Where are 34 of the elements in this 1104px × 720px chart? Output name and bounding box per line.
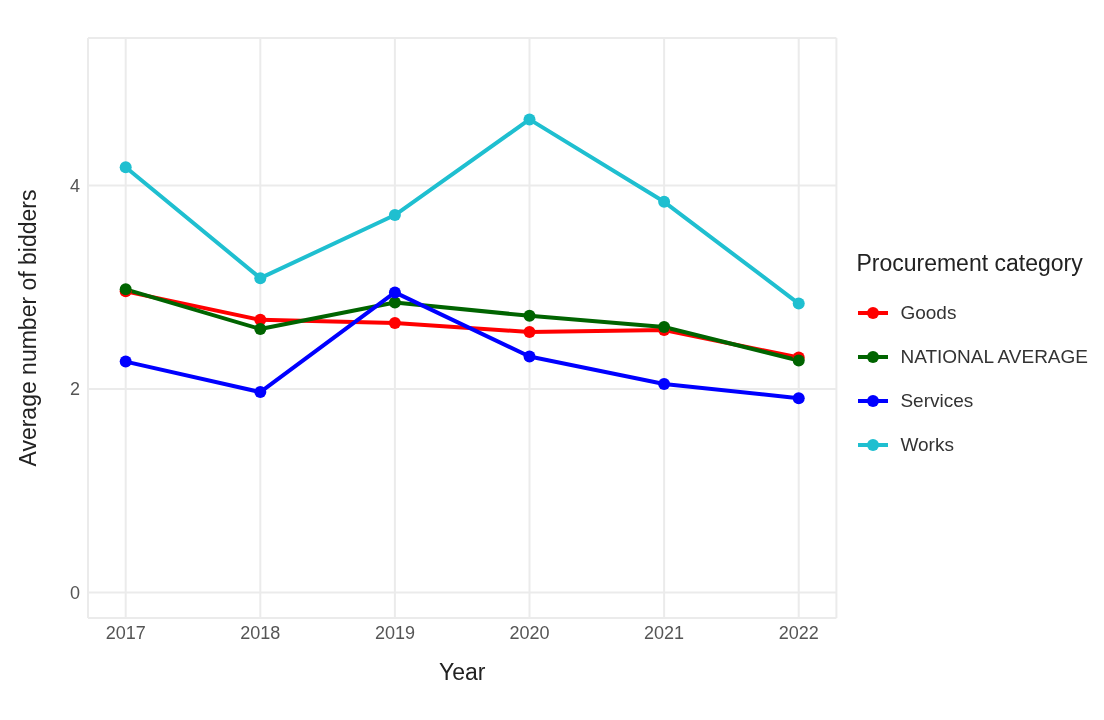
point: [523, 326, 536, 339]
point: [119, 161, 132, 174]
point: [792, 392, 805, 405]
point: [523, 350, 536, 363]
point: [658, 195, 671, 208]
point: [523, 309, 536, 322]
legend-label: Goods: [900, 301, 957, 324]
point: [254, 323, 267, 336]
point: [388, 316, 401, 329]
y-axis-title: Average number of bidders: [15, 189, 42, 467]
y-tick-label: 0: [69, 582, 80, 603]
point: [388, 209, 401, 222]
point: [523, 113, 536, 126]
legend-label: Services: [900, 389, 974, 412]
point: [254, 272, 267, 285]
x-tick-label: 2017: [105, 622, 146, 643]
point: [254, 386, 267, 399]
legend-label: Works: [900, 433, 954, 456]
point: [388, 286, 401, 299]
point: [119, 355, 132, 368]
x-tick-label: 2021: [644, 622, 685, 643]
point: [388, 296, 401, 309]
y-tick-label: 2: [69, 379, 80, 400]
point: [792, 297, 805, 310]
x-tick-label: 2022: [778, 622, 819, 643]
point: [658, 320, 671, 333]
legend-label: NATIONAL AVERAGE: [900, 345, 1088, 368]
x-tick-label: 2020: [509, 622, 550, 643]
legend-title: Procurement category: [856, 249, 1084, 277]
x-tick-label: 2019: [374, 622, 415, 643]
x-axis-title: Year: [438, 659, 486, 685]
x-tick-label: 2018: [240, 622, 281, 643]
y-tick-label: 4: [69, 175, 80, 196]
point: [658, 377, 671, 390]
